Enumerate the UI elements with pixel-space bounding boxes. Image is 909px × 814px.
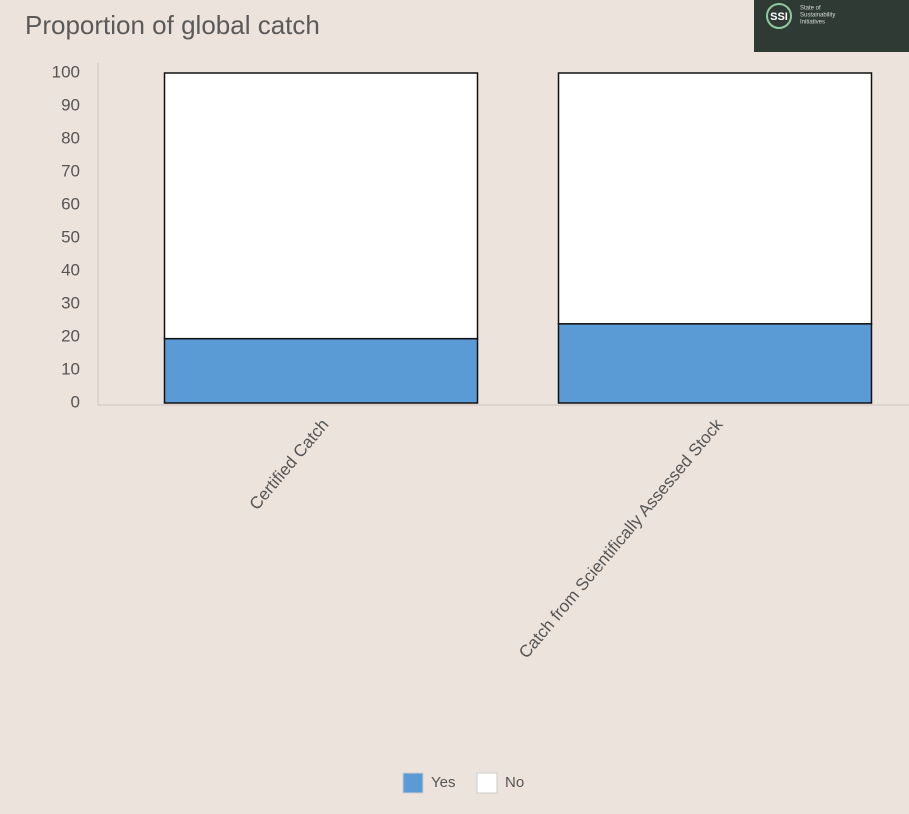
y-tick-label: 70 bbox=[61, 161, 80, 180]
bar-segment bbox=[165, 73, 478, 339]
logo-bg bbox=[754, 0, 909, 52]
logo-line: Sustainability bbox=[800, 13, 835, 19]
y-tick-label: 90 bbox=[61, 95, 80, 114]
legend-swatch bbox=[477, 773, 497, 793]
logo-line: Initiatives bbox=[800, 20, 825, 26]
y-tick-label: 0 bbox=[71, 392, 80, 411]
bar-segment bbox=[165, 339, 478, 403]
y-tick-label: 10 bbox=[61, 359, 80, 378]
y-tick-label: 80 bbox=[61, 128, 80, 147]
bar-segment bbox=[559, 73, 872, 324]
y-tick-label: 30 bbox=[61, 293, 80, 312]
logo-line: State of bbox=[800, 6, 821, 12]
legend-label: No bbox=[505, 774, 524, 791]
logo-short: SSI bbox=[770, 11, 788, 23]
y-tick-label: 100 bbox=[52, 62, 80, 81]
chart: Proportion of global catch SSI State of … bbox=[0, 0, 909, 814]
y-tick-label: 60 bbox=[61, 194, 80, 213]
logo: SSI State of Sustainability Initiatives bbox=[754, 0, 909, 52]
legend-swatch bbox=[403, 773, 423, 793]
legend-label: Yes bbox=[431, 774, 455, 791]
y-tick-label: 50 bbox=[61, 227, 80, 246]
y-tick-label: 40 bbox=[61, 260, 80, 279]
bar-segment bbox=[559, 324, 872, 403]
y-tick-label: 20 bbox=[61, 326, 80, 345]
chart-title: Proportion of global catch bbox=[25, 10, 320, 40]
